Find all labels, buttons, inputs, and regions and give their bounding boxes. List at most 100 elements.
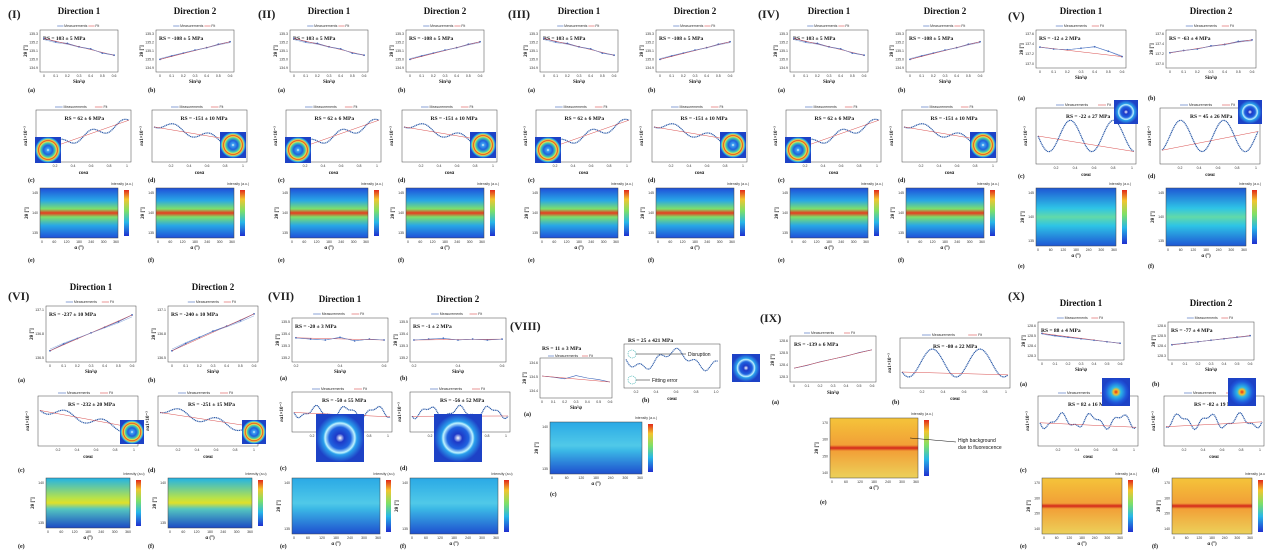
x-tick-label: 0.2	[803, 164, 808, 168]
y-axis-label: εα1×10⁻³	[389, 126, 395, 146]
series-line-2	[43, 39, 115, 55]
y-tick-label: 135.2	[399, 356, 408, 360]
x-tick-label: 0.5	[966, 74, 971, 78]
y-tick-label: 160	[822, 438, 828, 442]
x-axis-label: α (°)	[449, 542, 459, 547]
y-tick-label: 134.9	[779, 66, 788, 70]
legend-meas-label: Measurements	[180, 105, 203, 109]
series-line-2	[1171, 336, 1251, 345]
x-axis-label: Sin²ψ	[1075, 75, 1087, 81]
x-axis-label: Sin²ψ	[573, 79, 585, 85]
x-tick-label: 300	[1104, 536, 1110, 540]
y-axis-label: εα1×10⁻³	[279, 402, 285, 422]
y-tick-label: 137.2	[1155, 52, 1164, 56]
x-tick-label: 0.2	[303, 164, 308, 168]
x-tick-label: 0.6	[1220, 448, 1225, 452]
sub-label-e: (e)	[528, 257, 535, 264]
x-axis-label: α (°)	[1077, 542, 1087, 547]
y-axis-label: εα1×10⁻³	[23, 126, 29, 146]
fit-line	[295, 337, 385, 341]
sub-label-c: (c)	[18, 467, 25, 474]
y-axis-label: 2θ [°]	[774, 45, 779, 57]
y-tick-label: 135.3	[279, 32, 288, 36]
x-axis-label: α (°)	[331, 542, 341, 547]
legend-meas-label: Measurements	[187, 391, 210, 395]
y-axis-label: εα1×10⁻³	[1151, 411, 1157, 431]
measurement-curve	[1039, 412, 1137, 431]
x-tick-label: 240	[88, 240, 94, 244]
x-tick-label: 0.3	[1079, 362, 1084, 366]
x-tick-label: 0.5	[596, 400, 601, 404]
x-tick-label: 1	[1005, 390, 1007, 394]
x-tick-label: 0.2	[419, 164, 424, 168]
x-tick-label: 1.0	[714, 390, 719, 394]
x-tick-label: 0.6	[589, 164, 594, 168]
y-tick-label: 134.9	[145, 66, 154, 70]
legend-meas-label: Measurements	[314, 105, 337, 109]
x-axis-label: α (°)	[190, 246, 200, 251]
x-tick-label: 180	[333, 536, 339, 540]
x-tick-label: 0.6	[214, 448, 219, 452]
y-tick-label: 135.1	[395, 49, 404, 53]
sub-label-a: (a)	[524, 411, 531, 418]
panel-number: (VI)	[8, 289, 29, 303]
legend-meas-label: Measurements	[811, 331, 834, 335]
legend-fit-label: Fit	[360, 312, 364, 316]
x-tick-label: 120	[1196, 536, 1202, 540]
x-tick-label: 60	[844, 480, 848, 484]
y-axis-label: εα1×10⁻³	[889, 126, 895, 146]
x-tick-label: 0	[169, 530, 171, 534]
x-tick-label: 240	[1092, 536, 1098, 540]
legend-meas-label: Measurements	[564, 105, 587, 109]
y-tick-label: 134.9	[395, 66, 404, 70]
fit-line	[543, 38, 615, 56]
direction-title: Direction 1	[1060, 298, 1103, 308]
legend-meas-label: Measurements	[930, 105, 953, 109]
x-tick-label: 300	[622, 476, 628, 480]
x-tick-label: 120	[180, 240, 186, 244]
diffraction-ring-image	[785, 137, 811, 163]
direction-title: Direction 1	[58, 6, 101, 16]
x-tick-label: 0.6	[978, 74, 983, 78]
x-tick-label: 1	[242, 164, 244, 168]
y-axis-label: 2θ [°]	[1020, 43, 1025, 55]
x-axis-label: cosα	[1083, 455, 1093, 460]
y-tick-label: 128.5	[1027, 334, 1036, 338]
colorbar-title: Intensity (a.u)	[491, 472, 512, 476]
sub-label-a: (a)	[1020, 381, 1027, 388]
x-axis-label: Sin²ψ	[1205, 75, 1217, 81]
x-tick-label: 0	[1169, 70, 1171, 74]
x-tick-label: 0.2	[1066, 362, 1071, 366]
y-axis-label: 2θ [°]	[30, 328, 35, 340]
x-tick-label: 0.2	[931, 74, 936, 78]
legend-fit-label: Fit	[1100, 24, 1104, 28]
x-tick-label: 0.1	[419, 74, 424, 78]
x-tick-label: 0.8	[1111, 166, 1116, 170]
x-tick-label: 60	[168, 240, 172, 244]
x-tick-label: 0.6	[382, 364, 387, 368]
x-tick-label: 360	[1111, 248, 1117, 252]
y-axis-label: 2θ [°]	[394, 334, 399, 346]
panel-number: (II)	[258, 7, 275, 21]
x-tick-label: 360	[229, 240, 235, 244]
rs-value: RS = -139 ± 6 MPa	[794, 342, 838, 348]
x-tick-label: 360	[729, 240, 735, 244]
legend-meas-label: Measurements	[322, 312, 345, 316]
x-axis-label: Sin²ψ	[1205, 367, 1217, 373]
x-axis-label: α (°)	[1071, 254, 1081, 259]
rs-value: RS = -232 ± 20 MPa	[68, 402, 115, 408]
panel-group-X: (X) Direction 1 Measurements Fit 128.6 128.5 1…	[1008, 289, 1265, 550]
sub-label-d: (d)	[398, 177, 405, 184]
diffraction-ring-image	[535, 137, 561, 163]
x-tick-label: 0.8	[367, 434, 372, 438]
y-tick-label: 135	[160, 521, 166, 525]
colorbar	[1128, 480, 1133, 532]
heatmap	[829, 417, 919, 479]
x-tick-label: 300	[467, 240, 473, 244]
x-tick-label: 300	[899, 480, 905, 484]
y-tick-label: 135.3	[281, 344, 290, 348]
sub-label-f: (f)	[648, 257, 654, 264]
diffraction-ring-image	[732, 354, 760, 382]
x-tick-label: 180	[1209, 536, 1215, 540]
y-tick-label: 137.0	[1025, 62, 1034, 66]
